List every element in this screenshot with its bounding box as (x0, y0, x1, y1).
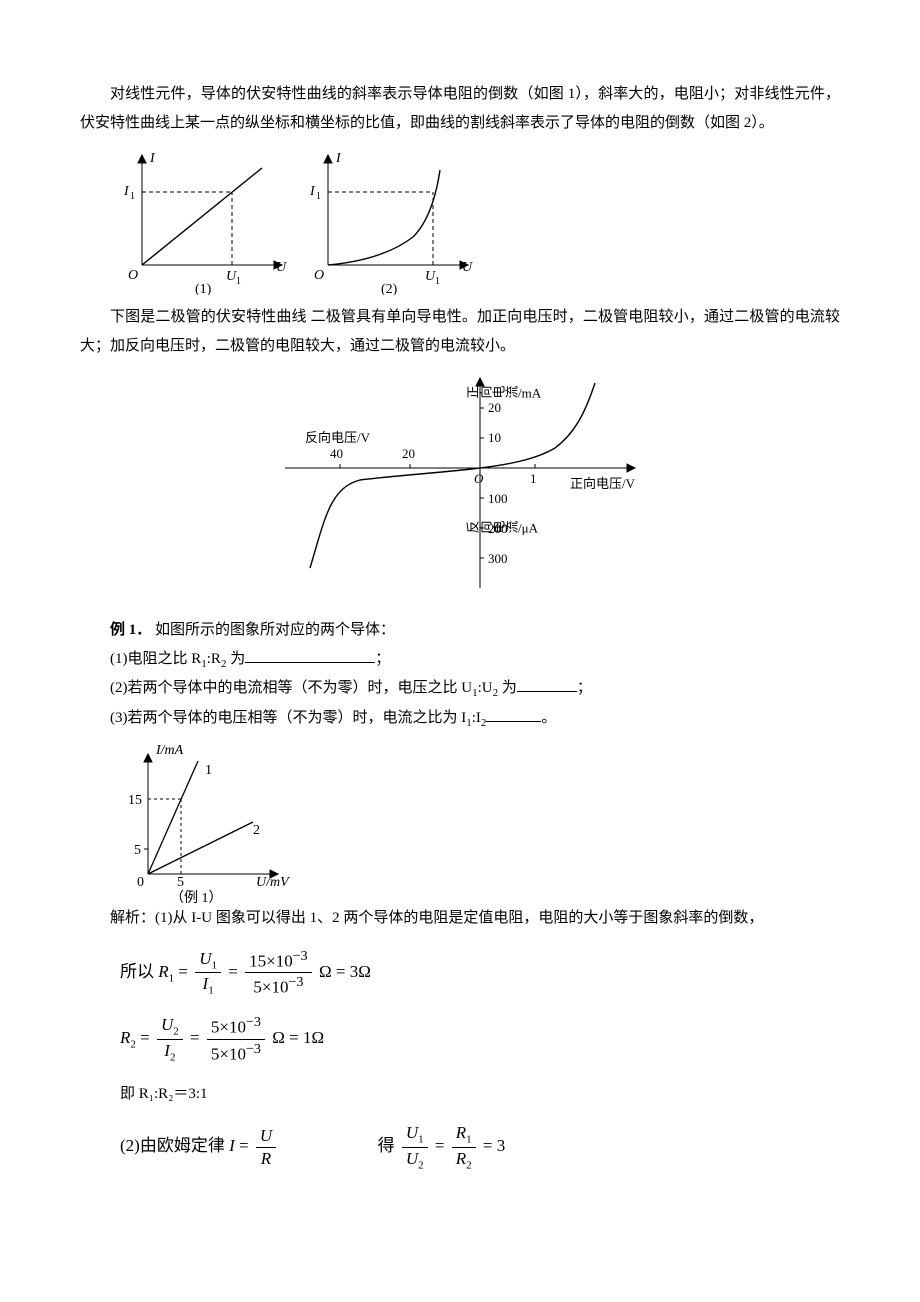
question-3: (3)若两个导体的电压相等（不为零）时，电流之比为 I1:I2。 (80, 704, 840, 734)
svg-text:I/mA: I/mA (155, 743, 184, 758)
svg-text:正向电流/mA: 正向电流/mA (466, 386, 542, 401)
formula-ohm: (2)由欧姆定律 I = UR 得 U1U2 = R1R2 = 3 (120, 1122, 840, 1172)
question-2: (2)若两个导体中的电流相等（不为零）时，电压之比 U1:U2 为； (80, 674, 840, 704)
blank-1 (245, 647, 375, 663)
svg-text:300: 300 (488, 551, 508, 566)
svg-text:40: 40 (330, 446, 343, 461)
svg-text:2: 2 (253, 823, 260, 838)
paragraph-2: 下图是二极管的伏安特性曲线 二极管具有单向导电性。加正向电压时，二极管电阻较小，… (80, 303, 840, 360)
q3-text-c: 。 (541, 710, 556, 726)
figure-2-nonlinear-iv: IU O I1 U1 (2) (306, 145, 476, 295)
svg-text:1: 1 (316, 191, 321, 202)
q1-text-c: 为 (226, 651, 245, 667)
svg-text:20: 20 (488, 400, 501, 415)
svg-text:O: O (128, 268, 138, 283)
figure-example-1: I/mA U/mV 0 5 5 15 1 2 （例 1） (120, 734, 300, 904)
svg-text:1: 1 (130, 191, 135, 202)
svg-text:正向电压/V: 正向电压/V (570, 476, 636, 491)
svg-text:U: U (462, 260, 473, 275)
svg-text:反向电压/V: 反向电压/V (305, 430, 371, 445)
svg-text:(1): (1) (195, 282, 212, 295)
svg-text:1: 1 (205, 763, 212, 778)
q1-text-b: :R (207, 651, 221, 667)
svg-text:1: 1 (435, 276, 440, 287)
paragraph-1: 对线性元件，导体的伏安特性曲线的斜率表示导体电阻的倒数（如图 1），斜率大的，电… (80, 80, 840, 137)
example-intro: 如图所示的图象所对应的两个导体： (155, 622, 395, 638)
example-1-title: 例 1． 如图所示的图象所对应的两个导体： (80, 616, 840, 645)
svg-text:O: O (314, 268, 324, 283)
formula-r1: 所以 R1 = U1I1 = 15×10−35×10−3 Ω = 3Ω (120, 947, 840, 1000)
q2-text-b: :U (478, 680, 493, 696)
svg-text:20: 20 (402, 446, 415, 461)
svg-text:O: O (474, 471, 484, 486)
svg-text:I: I (149, 151, 156, 166)
svg-text:U: U (276, 260, 287, 275)
svg-text:I: I (335, 151, 342, 166)
blank-2 (517, 676, 577, 692)
svg-text:I: I (309, 184, 316, 199)
q2-text-d: ； (577, 680, 592, 696)
formula-r2: R2 = U2I2 = 5×10−35×10−3 Ω = 1Ω (120, 1013, 840, 1066)
example-label: 例 1． (110, 622, 151, 638)
svg-text:1: 1 (236, 276, 241, 287)
svg-text:（例 1）: （例 1） (170, 890, 223, 904)
q2-text-c: 为 (498, 680, 517, 696)
svg-text:反向电流/μA: 反向电流/μA (466, 521, 539, 536)
svg-text:15: 15 (128, 793, 142, 808)
figure-1-linear-iv: IU O I1 U1 (1) (120, 145, 290, 295)
svg-text:I: I (123, 184, 130, 199)
svg-text:5: 5 (177, 875, 184, 890)
svg-text:1: 1 (530, 471, 537, 486)
figure-row-iv: IU O I1 U1 (1) IU O I1 U1 (2) (120, 145, 840, 295)
q3-text-a: (3)若两个导体的电压相等（不为零）时，电流之比为 I (110, 710, 466, 726)
svg-text:0: 0 (137, 875, 144, 890)
solution-intro: 解析：(1)从 I-U 图象可以得出 1、2 两个导体的电阻是定值电阻，电阻的大… (80, 904, 840, 933)
svg-text:(2): (2) (381, 282, 398, 295)
question-1: (1)电阻之比 R1:R2 为； (80, 645, 840, 675)
q1-text-a: (1)电阻之比 R (110, 651, 201, 667)
f1-pre: 所以 (120, 962, 154, 981)
figure-diode-iv: 4020 1 1020 100200300 反向电压/V 正向电压/V 正向电流… (270, 368, 650, 608)
svg-text:100: 100 (488, 491, 508, 506)
q3-text-b: :I (472, 710, 481, 726)
q1-text-d: ； (375, 651, 390, 667)
svg-text:5: 5 (134, 843, 141, 858)
blank-3 (486, 706, 541, 722)
svg-text:U/mV: U/mV (256, 875, 290, 890)
ratio-result: 即 R₁:R₂＝3:1 (120, 1080, 840, 1109)
q2-text-a: (2)若两个导体中的电流相等（不为零）时，电压之比 U (110, 680, 472, 696)
svg-text:10: 10 (488, 430, 501, 445)
